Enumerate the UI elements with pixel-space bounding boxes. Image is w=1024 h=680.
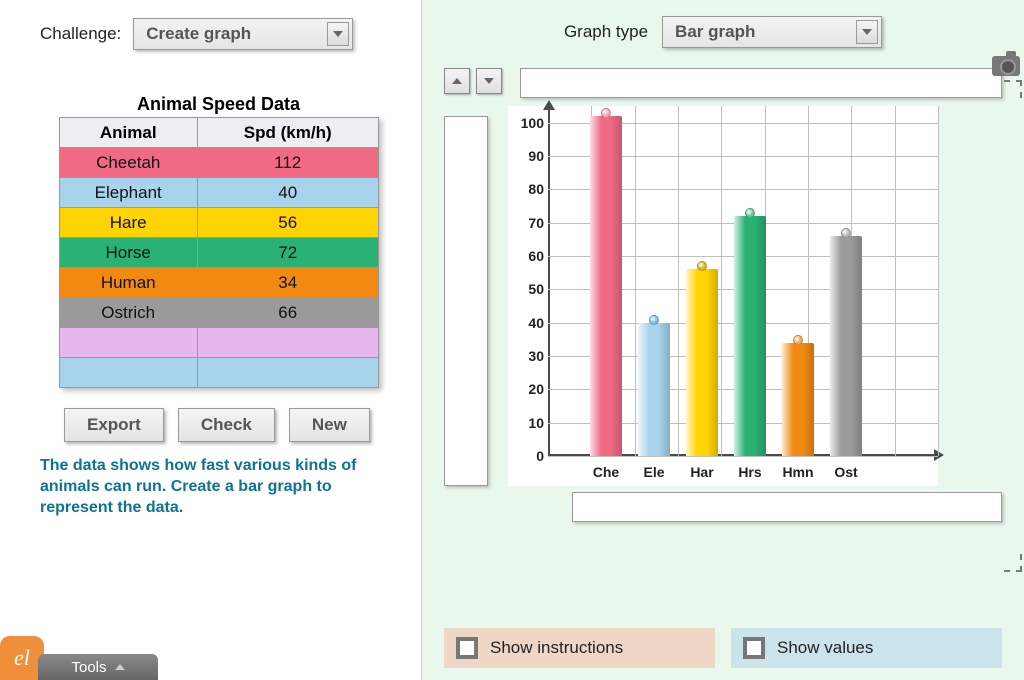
table-row: Human34 [59,268,378,298]
table-row: Ostrich66 [59,298,378,328]
checkbox-icon [456,637,478,659]
chevron-down-icon[interactable] [327,22,349,46]
camera-icon[interactable] [992,56,1020,76]
x-tick-label: Hmn [774,464,822,480]
grid-line [548,456,938,457]
graphtype-label: Graph type [564,22,648,42]
show-instructions-label: Show instructions [490,638,623,658]
scroll-up-button[interactable] [444,68,470,94]
challenge-dropdown-value: Create graph [146,24,251,44]
grid-line [895,106,896,456]
grid-line [678,106,679,456]
crop-mark-icon [1004,554,1022,572]
y-tick-label: 20 [512,381,544,397]
bar[interactable] [638,323,670,456]
challenge-dropdown[interactable]: Create graph [133,18,353,50]
table-buttons: Export Check New [64,408,397,442]
bar-handle[interactable] [697,261,707,271]
table-row: Cheetah112 [59,148,378,178]
chart-title-input[interactable] [520,68,1002,98]
y-tick-label: 70 [512,215,544,231]
right-panel: Graph type Bar graph 0 10 20 30 40 50 60 70 80 90… [421,0,1024,680]
left-panel: Challenge: Create graph Animal Speed Dat… [0,0,421,680]
show-values-toggle[interactable]: Show values [731,628,1002,668]
chart-area: 0 10 20 30 40 50 60 70 80 90 100 CheEleHarHrsHmnOst [444,106,1002,522]
grid-line [721,106,722,456]
x-tick-label: Ost [822,464,870,480]
table-row: Elephant40 [59,178,378,208]
chevron-up-icon [115,664,125,670]
grid-line [938,106,939,456]
bar-chart[interactable]: 0 10 20 30 40 50 60 70 80 90 100 CheEleHarHrsHmnOst [508,106,938,486]
y-tick-label: 0 [512,448,544,464]
y-tick-label: 40 [512,315,544,331]
description-text: The data shows how fast various kinds of… [40,456,391,518]
bar[interactable] [734,216,766,456]
table-row [59,358,378,388]
x-tick-label: Che [582,464,630,480]
scroll-down-button[interactable] [476,68,502,94]
chevron-down-icon[interactable] [856,20,878,44]
tools-label: Tools [71,659,106,676]
y-tick-label: 90 [512,148,544,164]
show-instructions-toggle[interactable]: Show instructions [444,628,715,668]
check-button[interactable]: Check [178,408,275,442]
bar-handle[interactable] [745,208,755,218]
table-row: Horse72 [59,238,378,268]
bar-handle[interactable] [793,335,803,345]
column-header: Spd (km/h) [197,118,378,148]
x-axis-label-input[interactable] [572,492,1002,522]
bar-handle[interactable] [841,228,851,238]
table-row: Hare56 [59,208,378,238]
bar[interactable] [830,236,862,456]
y-tick-label: 60 [512,248,544,264]
export-button[interactable]: Export [64,408,164,442]
x-tick-label: Ele [630,464,678,480]
y-tick-label: 100 [512,115,544,131]
checkbox-icon [743,637,765,659]
y-tick-label: 30 [512,348,544,364]
x-tick-label: Hrs [726,464,774,480]
graphtype-dropdown-value: Bar graph [675,22,755,42]
bar[interactable] [590,116,622,456]
y-tick-label: 10 [512,415,544,431]
data-table: AnimalSpd (km/h) Cheetah112Elephant40Har… [59,117,379,388]
x-tick-label: Har [678,464,726,480]
y-axis-label-input[interactable] [444,116,488,486]
grid-line [635,106,636,456]
column-header: Animal [59,118,197,148]
bar-handle[interactable] [601,108,611,118]
bar[interactable] [686,269,718,456]
bar-handle[interactable] [649,315,659,325]
y-tick-label: 80 [512,181,544,197]
new-button[interactable]: New [289,408,370,442]
crop-mark-icon [1004,80,1022,98]
graphtype-dropdown[interactable]: Bar graph [662,16,882,48]
tools-tab[interactable]: Tools [38,654,158,680]
show-values-label: Show values [777,638,873,658]
table-title: Animal Speed Data [40,94,397,115]
table-row [59,328,378,358]
bar[interactable] [782,343,814,456]
challenge-label: Challenge: [40,24,121,44]
y-tick-label: 50 [512,281,544,297]
